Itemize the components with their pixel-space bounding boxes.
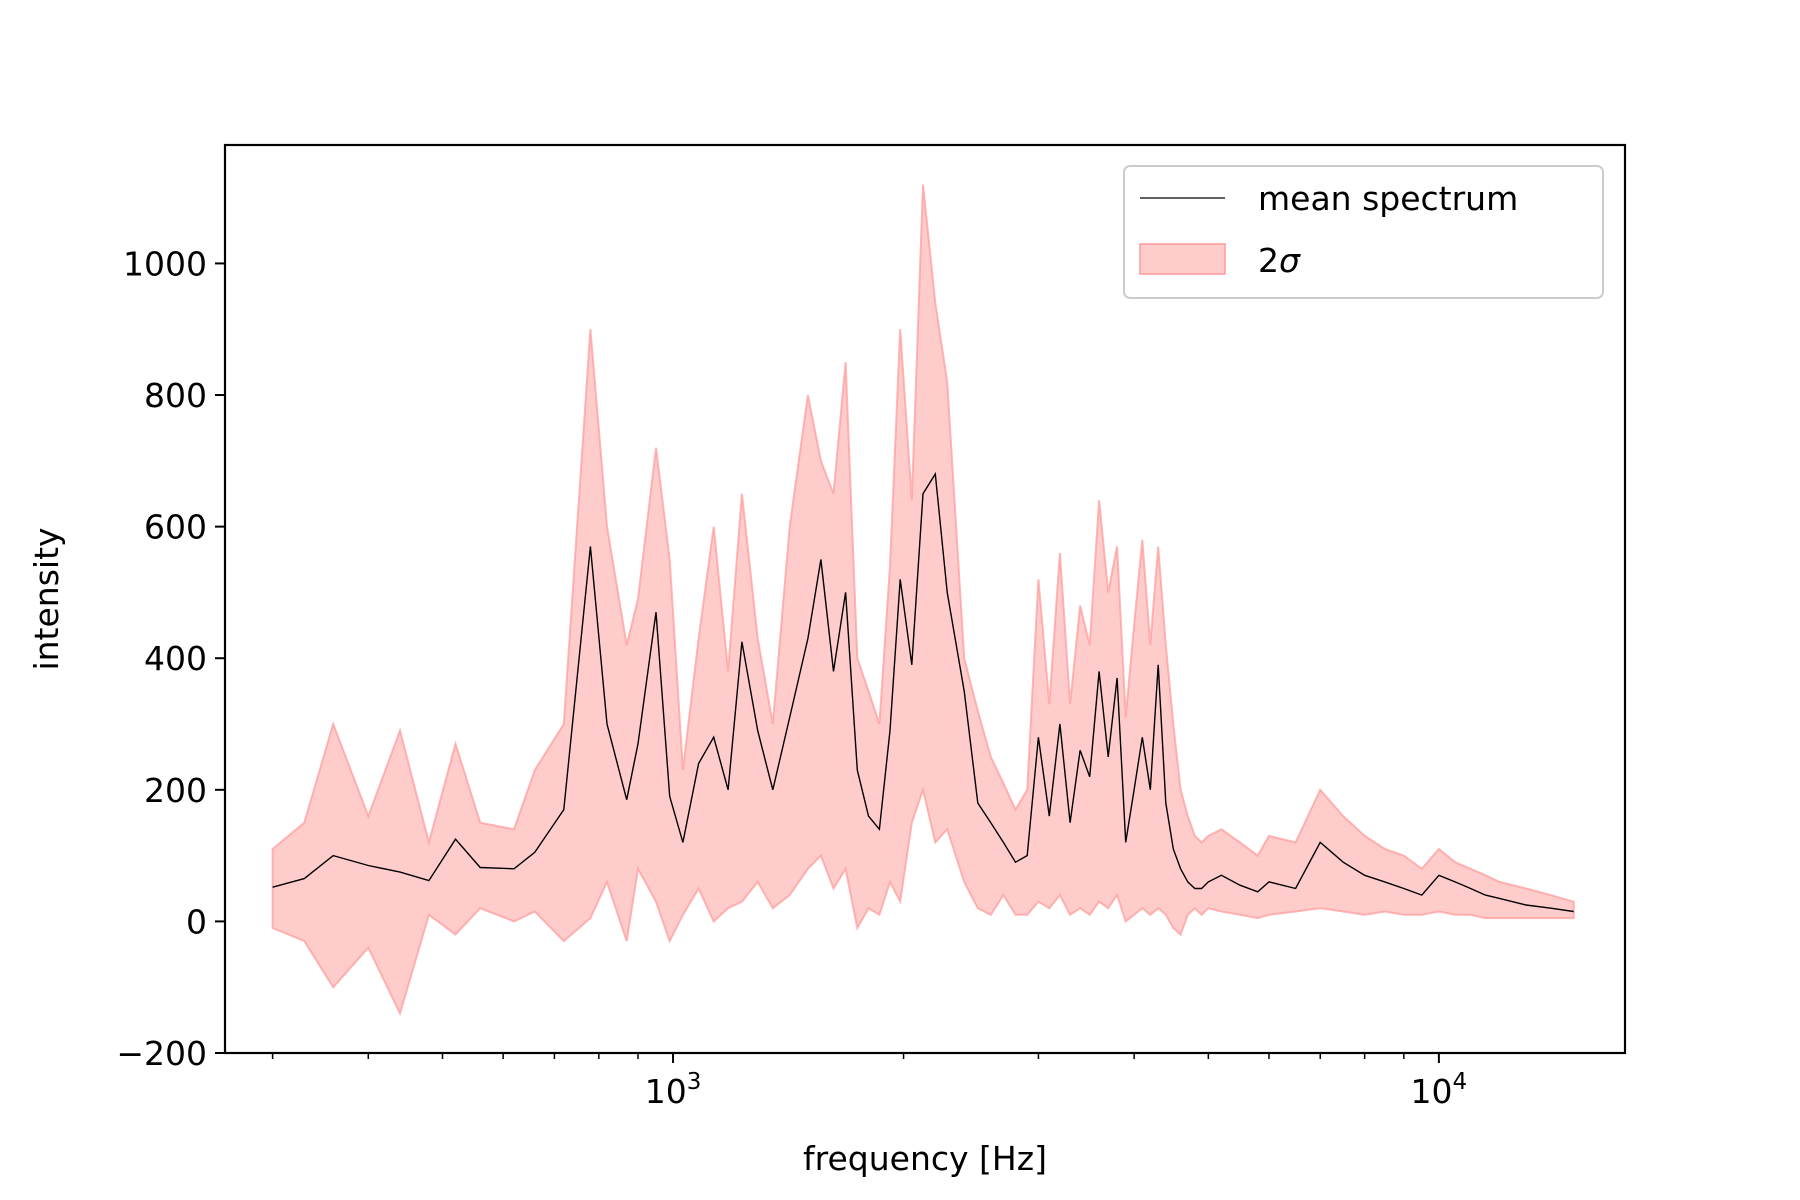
y-tick-label: 0	[186, 902, 207, 941]
y-axis-title: intensity	[27, 527, 66, 670]
legend-label-sigma: 2σ	[1258, 241, 1301, 280]
mean-line-layer	[272, 471, 1574, 913]
x-tick-label: 104	[1411, 1069, 1468, 1111]
y-tick-label: 800	[144, 376, 207, 415]
sigma-band	[271, 184, 1575, 1017]
legend-label-mean: mean spectrum	[1258, 179, 1518, 218]
plot-frame	[223, 143, 1627, 1055]
legend: mean spectrum 2σ	[1123, 165, 1604, 299]
legend-sigma-symbol: σ	[1279, 241, 1301, 280]
y-tick-label: 400	[144, 639, 207, 678]
mean-spectrum-line	[272, 471, 1574, 913]
x-tick-label: 103	[645, 1069, 702, 1111]
y-axis-ticks: −200 0 200 400 600 800 1000	[116, 244, 225, 1073]
x-axis-title: frequency [Hz]	[803, 1139, 1047, 1178]
legend-box	[1123, 165, 1604, 299]
y-tick-label: 1000	[123, 244, 207, 283]
legend-sigma-base: 2	[1258, 241, 1279, 280]
y-tick-label: 600	[144, 508, 207, 547]
y-tick-label: 200	[144, 771, 207, 810]
x-axis-ticks: 103 104	[271, 1053, 1468, 1111]
sigma-band-layer	[271, 184, 1575, 1017]
y-tick-label: −200	[116, 1034, 207, 1073]
legend-patch-swatch	[1139, 243, 1226, 275]
